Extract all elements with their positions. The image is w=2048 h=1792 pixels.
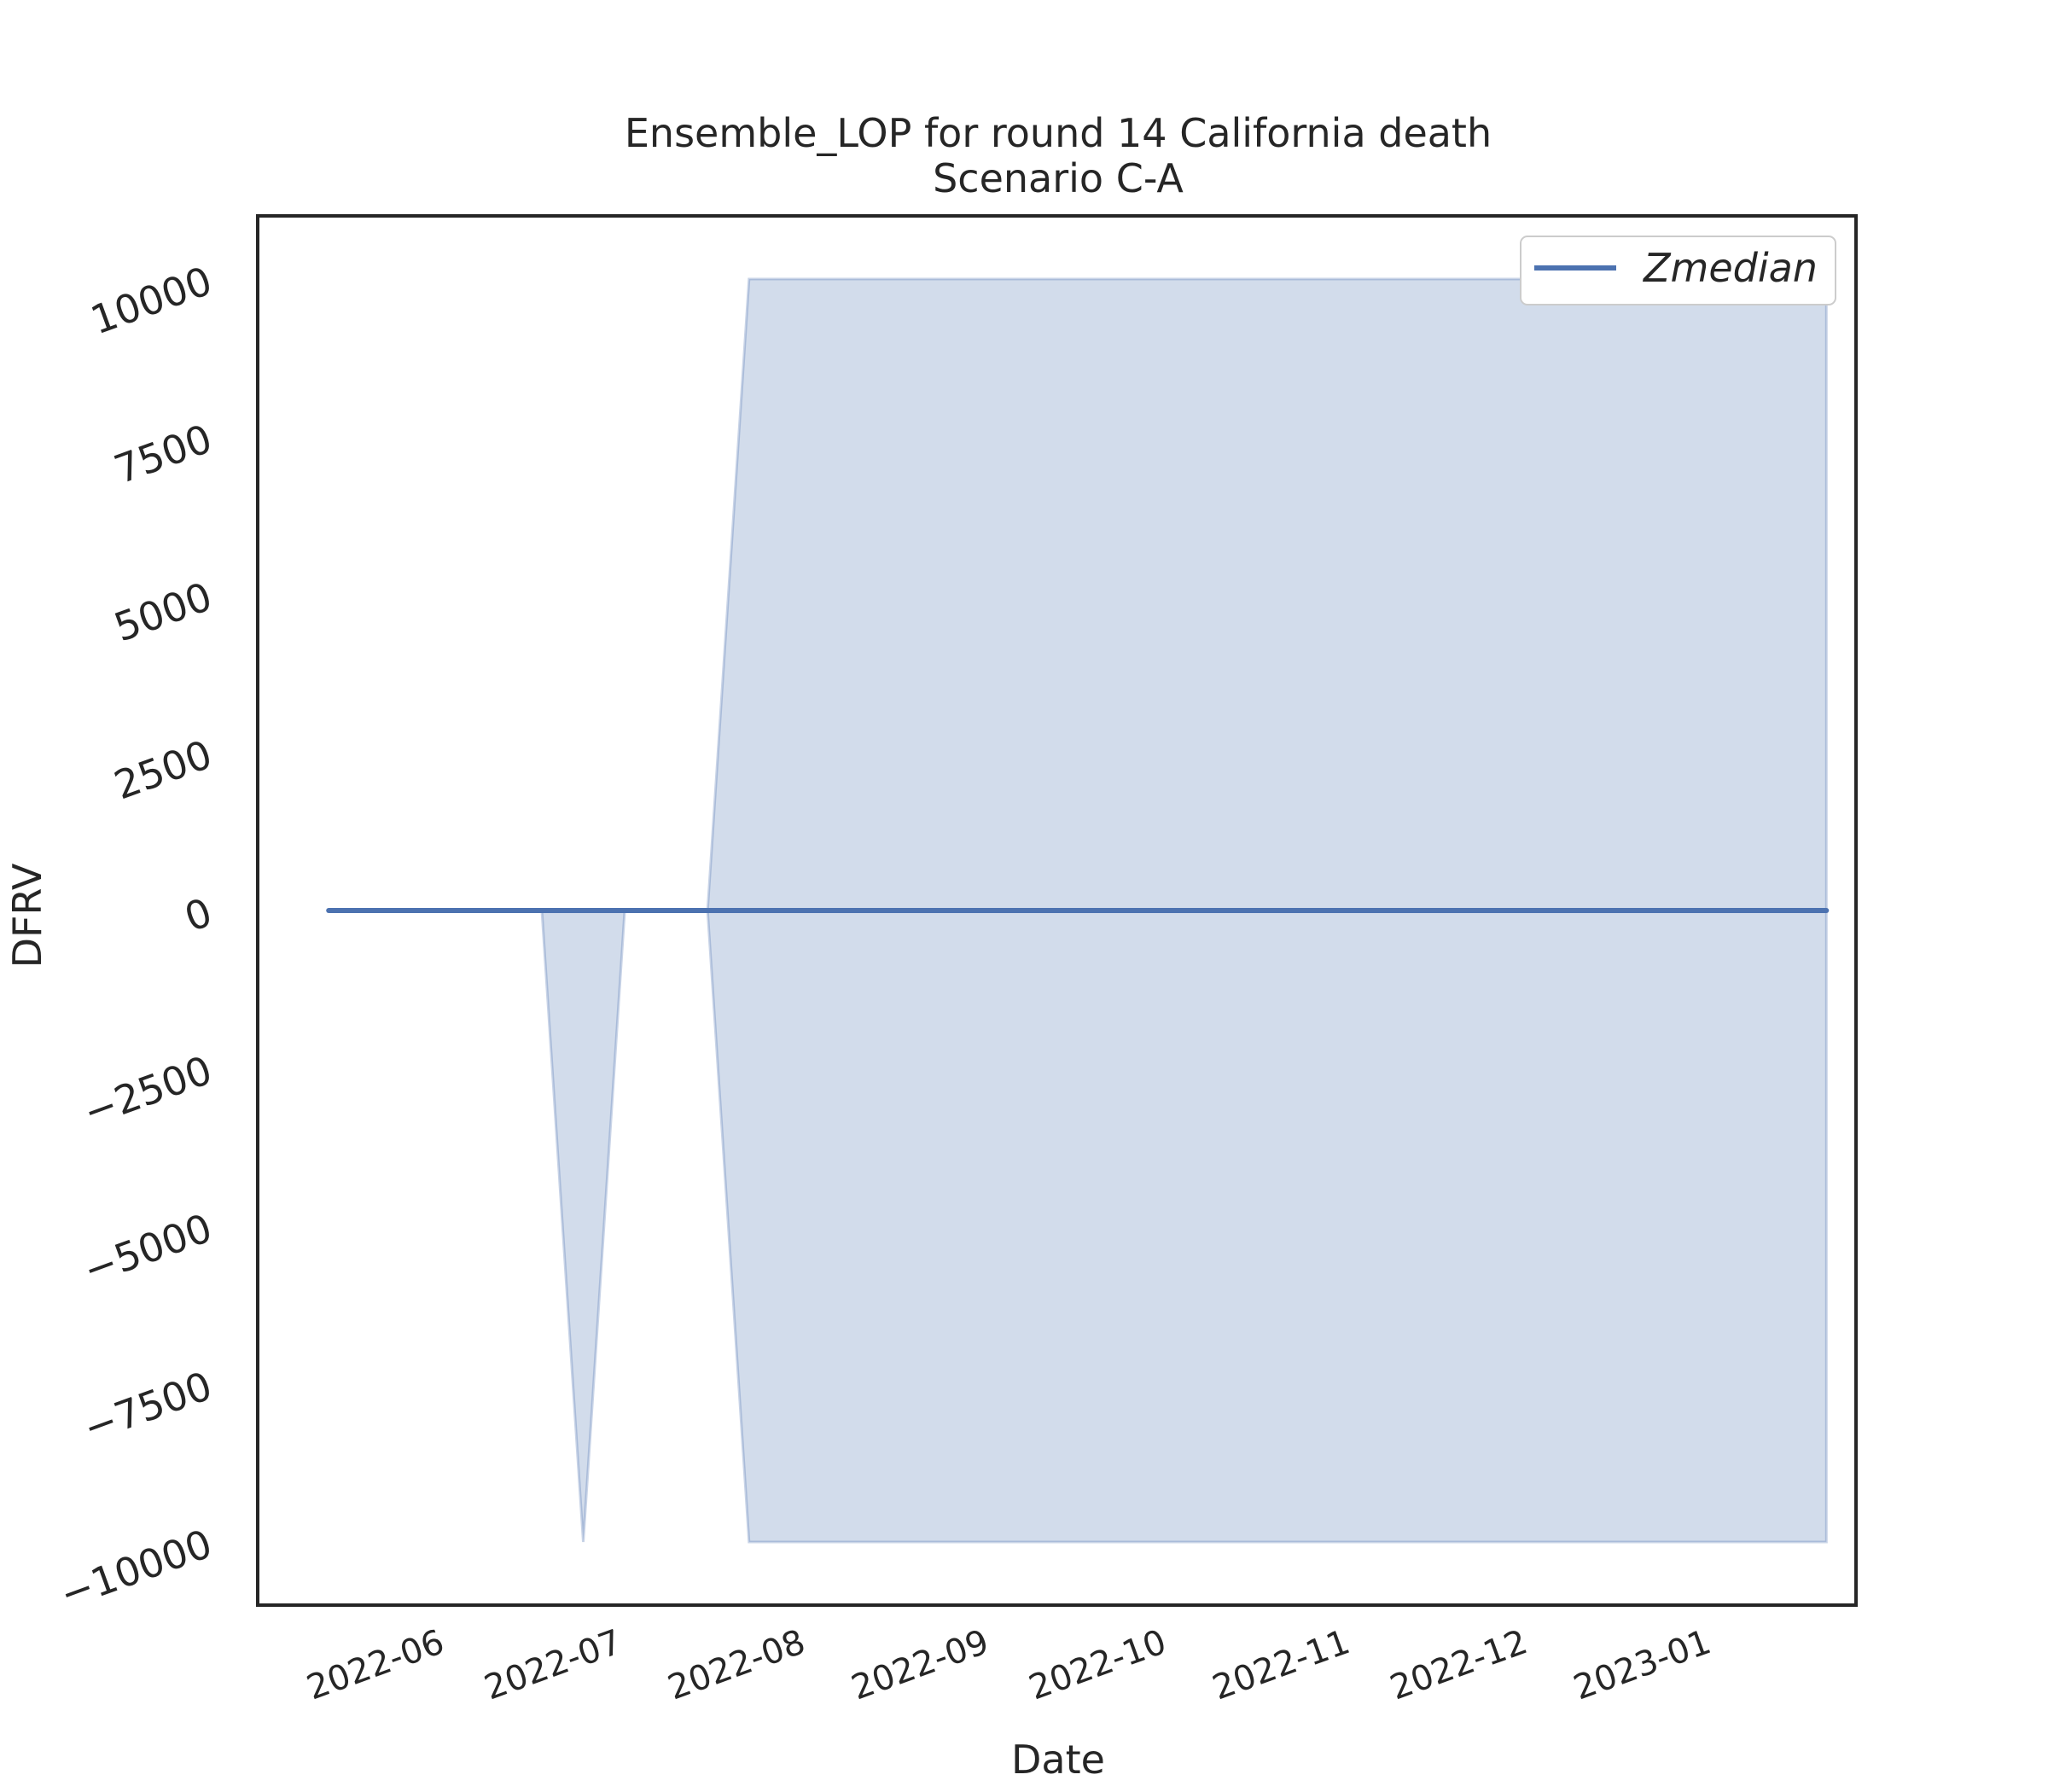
x-tick-label: 2022-11 [1207,1622,1355,1708]
y-tick-label: 10000 [84,258,218,344]
x-tick-label: 2022-10 [1024,1622,1172,1708]
y-tick-label: −5000 [78,1205,218,1294]
chart-title: Ensemble_LOP for round 14 California dea… [625,110,1492,156]
y-tick-label: 5000 [108,573,218,651]
y-tick-label: −2500 [78,1047,218,1136]
x-tick-label: 2022-06 [302,1622,450,1708]
y-tick-label: −10000 [54,1521,218,1618]
y-tick-label: −7500 [78,1363,218,1452]
y-tick-label: 7500 [108,416,218,493]
y-tick-label: 0 [178,889,218,941]
x-tick-label: 2022-07 [480,1622,627,1708]
x-axis-ticks: 2022-06 2022-07 2022-08 2022-09 2022-10 2022-… [302,1622,1716,1708]
y-tick-label: 2500 [108,731,218,809]
y-axis-ticks: −10000 −7500 −5000 −2500 0 2500 5000 7500 10000 [54,258,218,1618]
y-axis-label: DFRV [4,863,50,968]
legend-label-zmedian: Zmedian [1642,245,1818,291]
x-axis-label: Date [1011,1737,1105,1783]
x-tick-label: 2022-09 [847,1622,994,1708]
plot-area [326,277,1830,1544]
x-tick-label: 2023-01 [1568,1622,1716,1708]
plot-frame [256,214,1858,1607]
x-tick-label: 2022-08 [663,1622,811,1708]
chart-subtitle: Scenario C-A [933,155,1184,201]
legend: Zmedian [1520,236,1836,305]
x-tick-label: 2022-12 [1385,1622,1533,1708]
legend-box [1520,236,1836,305]
